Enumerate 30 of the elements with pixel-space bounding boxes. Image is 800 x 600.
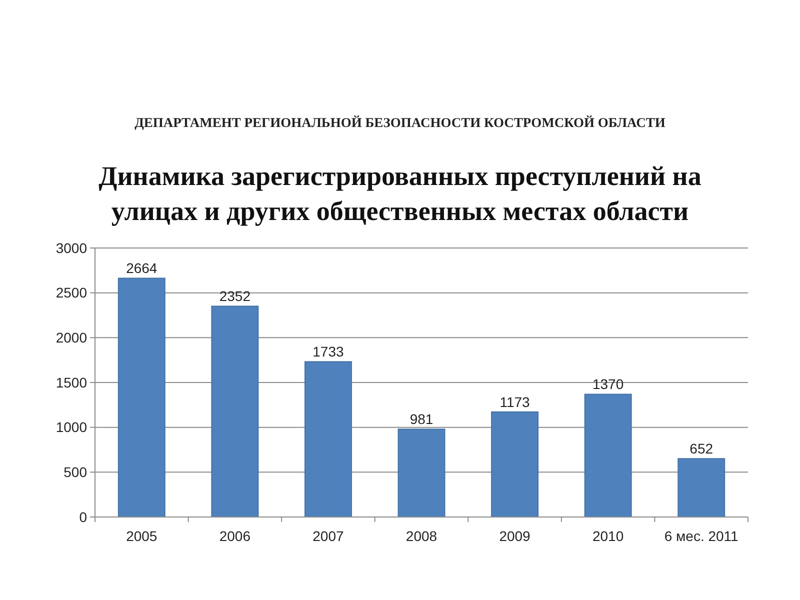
y-tick-label: 3000 [56,240,88,256]
data-label: 1733 [312,344,344,360]
y-tick-label: 1500 [56,374,88,390]
data-label: 981 [410,411,434,428]
y-tick-label: 500 [64,464,88,480]
data-label: 1173 [500,394,530,410]
bar [584,394,632,518]
chart-title: Динамика зарегистрированных преступлений на улицах и других общественных местах области [98,161,702,226]
chart-subtitle: ДЕПАРТАМЕНТ РЕГИОНАЛЬНОЙ БЕЗОПАСНОСТИ КОСТРОМСКОЙ ОБЛАСТИ [134,115,666,130]
x-tick-label: 2009 [499,528,531,544]
bar [304,361,352,518]
x-tick-label: 2006 [219,528,251,544]
x-tick-label: 2008 [406,528,438,544]
x-tick-label: 2007 [312,528,344,544]
y-tick-label: 0 [79,508,88,525]
x-tick-label: 2010 [592,528,624,544]
y-tick-label: 2000 [56,330,88,346]
data-label: 652 [690,440,714,457]
bar [491,411,539,518]
y-tick-label: 2500 [56,284,88,301]
x-tick-label: 6 мес. 2011 [664,528,739,544]
data-label: 2664 [126,260,158,276]
bar [678,458,726,518]
bar [398,428,446,518]
bar [118,278,166,518]
y-tick-label: 1000 [56,419,88,436]
bar [211,306,259,518]
data-label: 1370 [592,376,624,392]
x-tick-label: 2005 [126,528,158,544]
data-label: 2352 [219,288,251,304]
